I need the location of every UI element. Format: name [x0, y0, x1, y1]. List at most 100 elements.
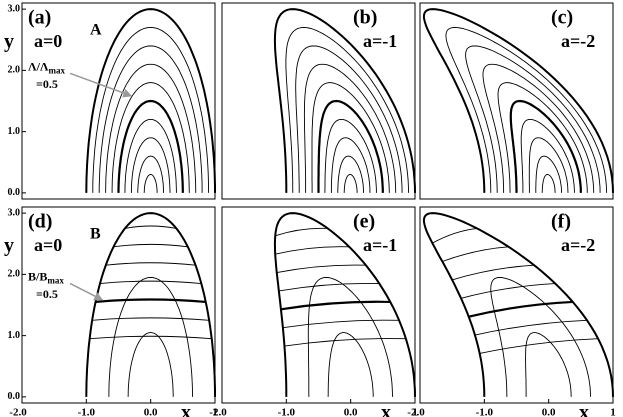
contour-line [541, 174, 556, 193]
panel-label: (a) [28, 7, 51, 29]
field-line [468, 300, 573, 318]
contour-line [520, 118, 575, 193]
annotation-arrow [69, 282, 104, 301]
contour-line [295, 45, 403, 193]
x-tick-label: -2.0 [209, 407, 227, 417]
field-line [124, 225, 177, 229]
field-line [451, 264, 535, 281]
contour-line [273, 212, 416, 397]
x-tick-label: -1.0 [278, 407, 296, 417]
contour-line [422, 212, 614, 397]
contour-line [337, 155, 364, 193]
annotation: B/Bmax [28, 269, 64, 285]
annotation-sub: max [49, 65, 66, 75]
contour-line [117, 99, 184, 193]
field-line [278, 282, 380, 292]
panel-frame [221, 2, 416, 200]
x-axis-label: x [579, 402, 589, 417]
panel-frame [221, 206, 416, 404]
y-tick-label: 2.0 [8, 65, 21, 76]
x-tick-label: -1.0 [476, 407, 494, 417]
y-axis-label: y [4, 235, 14, 257]
contour-line [105, 63, 197, 193]
contour-line [127, 332, 174, 397]
param-label: a=0 [34, 235, 62, 255]
panel-frame [419, 2, 614, 200]
contour-line [343, 174, 358, 193]
contour-line [303, 63, 397, 193]
annotation-text: B/B [28, 269, 47, 283]
contour-line [111, 82, 190, 193]
y-tick-label: 0.0 [8, 391, 21, 402]
contour-line [85, 8, 216, 193]
contour-line [137, 155, 164, 193]
panel-label: (e) [353, 211, 375, 233]
y-tick-label: 2.0 [8, 269, 21, 280]
annotation-text: Λ/Λ [28, 59, 49, 73]
field-line [113, 243, 188, 248]
contour-line [317, 99, 384, 193]
field-line [99, 280, 202, 285]
x-axis-label: x [181, 402, 191, 417]
param-label: a=-1 [363, 31, 397, 51]
contour-line [307, 276, 393, 397]
contour-line [324, 118, 377, 193]
contour-line [273, 8, 416, 193]
contour-line [98, 45, 203, 193]
annotation-sub: max [47, 276, 64, 286]
x-tick-label: 0.0 [344, 407, 358, 417]
contour-line [528, 137, 569, 193]
field-line [460, 283, 556, 299]
field-line [282, 319, 400, 329]
field-label: B [90, 226, 101, 243]
contour-line [130, 137, 171, 193]
contour-line [285, 27, 410, 193]
contour-line [482, 63, 595, 193]
y-axis-label: y [4, 31, 14, 53]
field-line [92, 317, 210, 321]
y-tick-label: 3.0 [8, 207, 21, 218]
contour-line [85, 212, 216, 397]
panel-label: (f) [551, 211, 571, 233]
field-label: A [90, 22, 102, 39]
annotation-line2: =0.5 [36, 287, 58, 301]
param-label: a=-1 [363, 235, 397, 255]
field-line [479, 338, 599, 354]
panel-label: (c) [551, 7, 573, 29]
contour-line [124, 118, 177, 193]
contour-line [465, 45, 601, 193]
contour-line [92, 27, 210, 193]
annotation-arrow [69, 72, 133, 98]
contour-line [535, 155, 562, 193]
contour-line [143, 174, 158, 193]
contour-line [497, 82, 588, 193]
field-line [275, 246, 350, 255]
x-tick-label: 0.0 [144, 407, 158, 417]
contour-line [311, 82, 390, 193]
contour-line [327, 332, 374, 397]
field-line [89, 335, 212, 340]
param-label: a=-2 [561, 31, 595, 51]
param-label: a=0 [34, 31, 62, 51]
field-line [276, 264, 366, 273]
field-line [95, 298, 206, 304]
field-line [280, 300, 391, 311]
panel-label: (b) [353, 7, 377, 29]
x-tick-label: 1 [610, 407, 616, 417]
field-line [432, 227, 478, 244]
panel-frame [21, 206, 216, 404]
x-tick-label: -2.0 [407, 407, 425, 417]
field-line [275, 227, 328, 237]
contour-line [509, 99, 582, 193]
y-tick-label: 0.0 [8, 187, 21, 198]
contour-line [330, 137, 371, 193]
contour-line [525, 332, 572, 397]
panel-label: (d) [28, 211, 52, 233]
x-tick-label: 1 [212, 407, 218, 417]
y-tick-label: 3.0 [8, 3, 21, 14]
field-line [442, 246, 509, 262]
contour-line [445, 27, 608, 193]
field-line [284, 338, 406, 347]
x-tick-label: 1 [412, 407, 418, 417]
